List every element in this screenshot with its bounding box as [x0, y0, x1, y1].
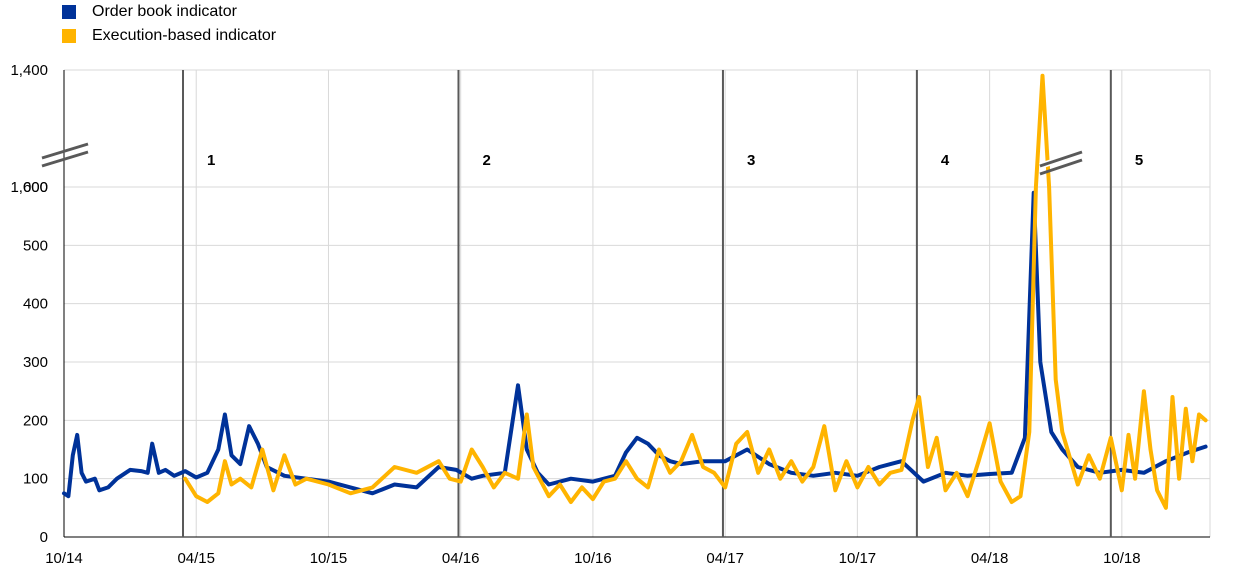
- event-marker-label: 1: [207, 152, 215, 169]
- event-marker-label: 3: [747, 152, 755, 169]
- series-execution-based-line: [183, 73, 1208, 510]
- y-tick-label: 500: [23, 237, 48, 254]
- x-tick-label: 04/17: [706, 550, 744, 567]
- legend: Order book indicator Execution-based ind…: [62, 0, 276, 48]
- x-tick-label: 04/18: [971, 550, 1009, 567]
- legend-label-order-book: Order book indicator: [92, 3, 237, 20]
- series-order-book-line: [62, 190, 1208, 499]
- y-tick-label: 600: [23, 179, 48, 196]
- legend-item-execution-based: Execution-based indicator: [62, 24, 276, 48]
- x-tick-label: 10/14: [45, 550, 83, 567]
- spike-break-mark: [1039, 150, 1083, 168]
- y-tick-label: 300: [23, 354, 48, 371]
- x-tick-label: 10/16: [574, 550, 612, 567]
- y-tick-label: 100: [23, 471, 48, 488]
- spike-break-mark: [1039, 158, 1083, 176]
- x-tick-label: 10/15: [310, 550, 348, 567]
- x-tick-label: 10/18: [1103, 550, 1141, 567]
- y-tick-label: 1,400: [10, 62, 48, 79]
- axis-break-mark: [41, 150, 89, 168]
- x-tick-label: 04/16: [442, 550, 480, 567]
- y-tick-label: 400: [23, 296, 48, 313]
- y-tick-label: 1,000: [10, 179, 48, 196]
- y-tick-label: 0: [40, 529, 48, 546]
- y-tick-label: 200: [23, 412, 48, 429]
- legend-item-order-book: Order book indicator: [62, 0, 276, 24]
- event-marker-label: 4: [941, 152, 950, 169]
- event-marker-label: 2: [482, 152, 490, 169]
- legend-swatch-execution-based: [62, 29, 76, 43]
- x-tick-label: 04/15: [177, 550, 215, 567]
- legend-label-execution-based: Execution-based indicator: [92, 27, 277, 44]
- axis-break-mark: [41, 142, 89, 160]
- legend-swatch-order-book: [62, 5, 76, 19]
- x-tick-label: 10/17: [839, 550, 877, 567]
- event-marker-label: 5: [1135, 152, 1143, 169]
